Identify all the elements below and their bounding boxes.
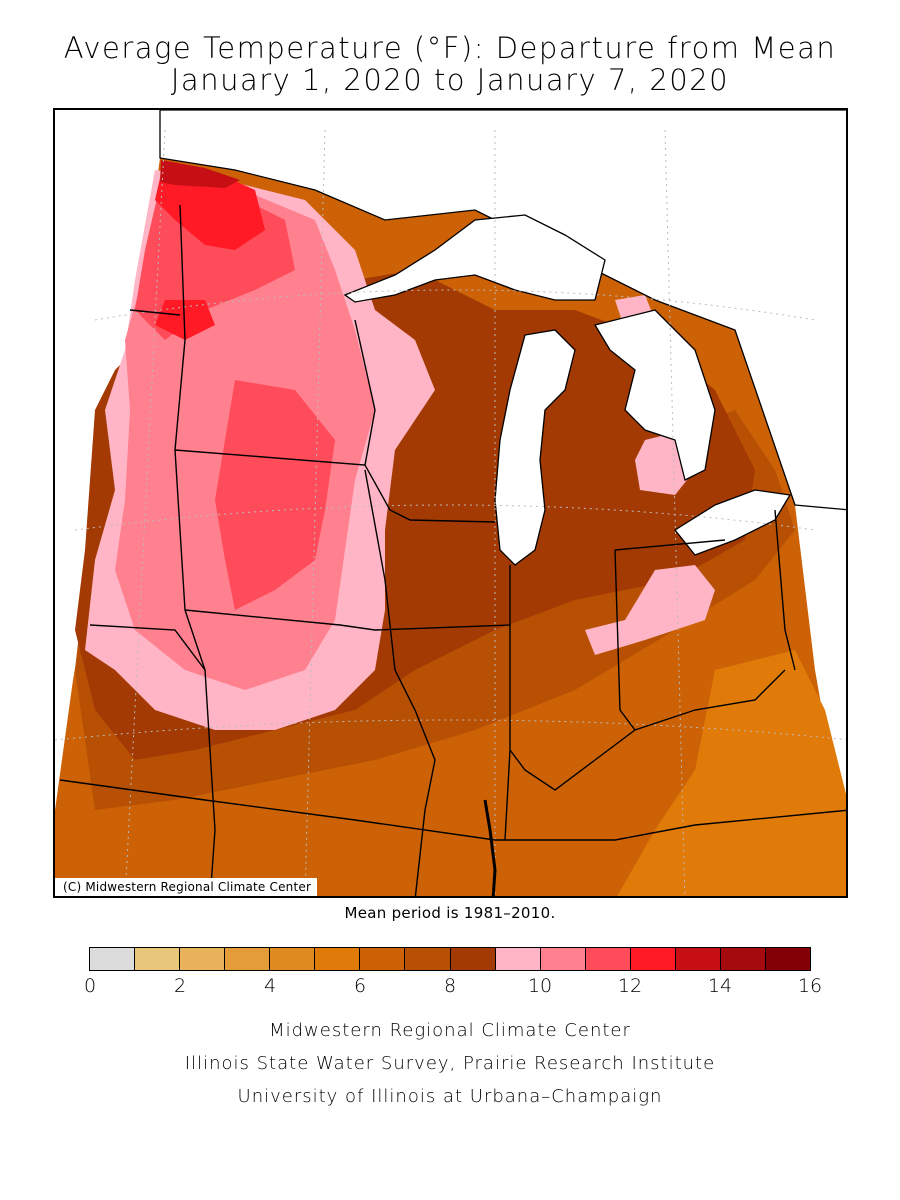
legend-swatch bbox=[135, 948, 181, 970]
legend-swatch bbox=[495, 948, 541, 970]
mean-period-note: Mean period is 1981–2010. bbox=[344, 904, 556, 922]
mississippi-river bbox=[483, 799, 497, 896]
legend-swatch bbox=[270, 948, 316, 970]
map-canvas bbox=[55, 110, 846, 896]
legend-swatch bbox=[180, 948, 226, 970]
legend-swatch bbox=[765, 948, 810, 970]
legend-tick-label: 14 bbox=[707, 975, 733, 997]
legend-swatch bbox=[675, 948, 721, 970]
legend-swatch bbox=[90, 948, 136, 970]
legend-swatch bbox=[540, 948, 586, 970]
legend-tick-label: 6 bbox=[353, 975, 367, 997]
legend-swatch bbox=[585, 948, 631, 970]
legend-tick-label: 16 bbox=[797, 975, 823, 997]
footer-university: University of Illinois at Urbana–Champai… bbox=[237, 1086, 663, 1107]
zone-12 bbox=[155, 165, 265, 340]
state-borders bbox=[59, 204, 846, 896]
zone-5 bbox=[617, 650, 846, 896]
map-date-range: January 1, 2020 to January 7, 2020 bbox=[170, 63, 730, 97]
legend-tick-label: 8 bbox=[443, 975, 457, 997]
lake-huron bbox=[593, 309, 716, 481]
legend-swatch bbox=[720, 948, 766, 970]
lake-michigan bbox=[494, 329, 576, 566]
footer-survey: Illinois State Water Survey, Prairie Res… bbox=[184, 1053, 716, 1074]
lake-erie bbox=[674, 489, 792, 556]
lake-superior bbox=[343, 214, 606, 303]
lat-lon-grid bbox=[55, 129, 846, 896]
color-legend bbox=[89, 947, 811, 971]
legend-swatch bbox=[630, 948, 676, 970]
map-credit: (C) Midwestern Regional Climate Center bbox=[55, 878, 318, 896]
legend-tick-label: 12 bbox=[617, 975, 643, 997]
footer-org: Midwestern Regional Climate Center bbox=[269, 1020, 631, 1041]
legend-ticks: 0 2 4 6 8 10 12 14 16 bbox=[84, 975, 822, 999]
legend-tick-label: 2 bbox=[173, 975, 187, 997]
legend-swatch bbox=[315, 948, 361, 970]
legend-swatch bbox=[450, 948, 496, 970]
legend-swatch bbox=[225, 948, 271, 970]
legend-bar bbox=[89, 947, 811, 971]
map-title: Average Temperature (°F): Departure from… bbox=[63, 31, 837, 65]
legend-tick-label: 4 bbox=[263, 975, 277, 997]
legend-swatch bbox=[405, 948, 451, 970]
legend-tick-label: 0 bbox=[83, 975, 97, 997]
zone-11 bbox=[135, 185, 335, 610]
legend-swatch bbox=[360, 948, 406, 970]
zone-13 bbox=[160, 160, 240, 188]
legend-tick-label: 10 bbox=[527, 975, 553, 997]
temperature-departure-map: (C) Midwestern Regional Climate Center bbox=[53, 108, 848, 898]
